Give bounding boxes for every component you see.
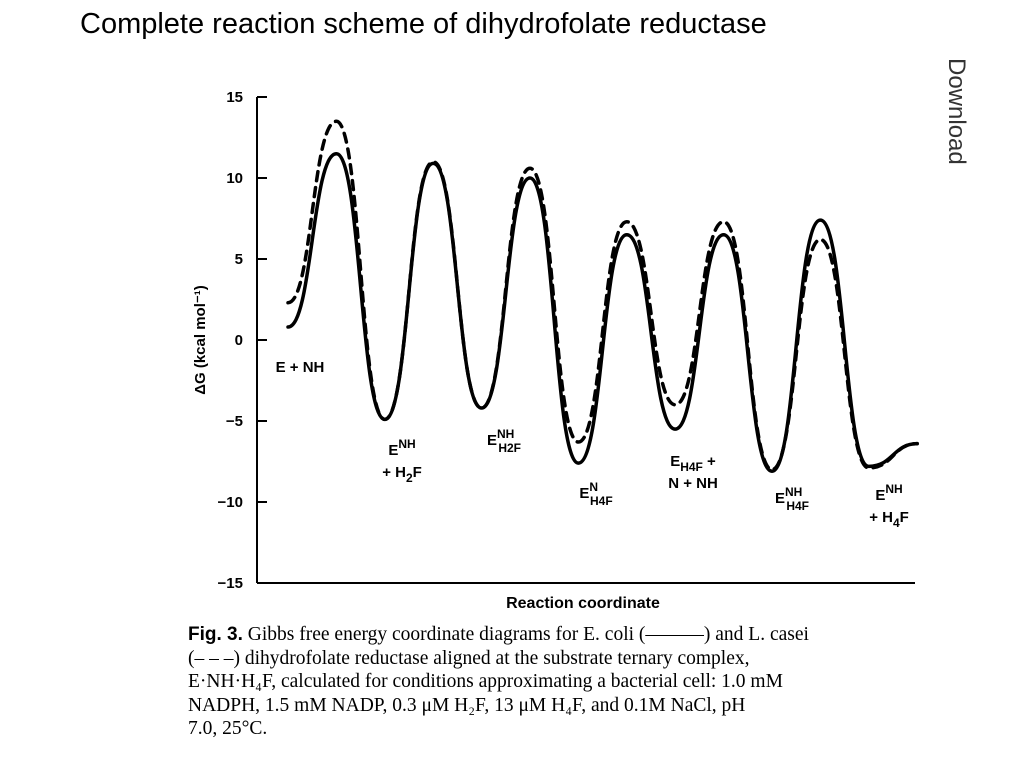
- y-tick-label: −15: [218, 575, 243, 592]
- caption-text: Gibbs free energy coordinate diagrams fo…: [188, 624, 809, 739]
- series-line-l-casei: [286, 119, 919, 472]
- state-label: ENH H4F: [775, 485, 809, 513]
- y-axis-label: ΔG (kcal mol⁻¹): [192, 285, 209, 395]
- y-tick-label: 0: [235, 332, 243, 349]
- state-label: EH4F +: [670, 453, 716, 474]
- state-label: ENH H2F: [487, 427, 521, 455]
- caption-label: Fig. 3.: [188, 624, 243, 645]
- y-tick-label: 15: [226, 89, 243, 106]
- state-label: ENH: [875, 482, 902, 504]
- y-tick-label: −5: [226, 413, 243, 430]
- state-label: ENH: [388, 437, 415, 459]
- energy-diagram-chart: 15 10 5 0 −5 −10 −15 ΔG (kcal mol⁻¹) Reaction co…: [192, 89, 919, 612]
- state-label: E + NH: [276, 359, 325, 376]
- y-tick-label: −10: [218, 494, 243, 511]
- state-label: N + NH: [668, 475, 718, 492]
- series-line-e-coli: [286, 151, 919, 473]
- state-label: + H2F: [382, 464, 422, 485]
- state-label: EN H4F: [579, 480, 612, 508]
- y-tick-label: 10: [226, 170, 243, 187]
- state-label: + H4F: [869, 509, 909, 530]
- figure-caption: Fig. 3. Gibbs free energy coordinate dia…: [188, 623, 928, 741]
- x-axis-label: Reaction coordinate: [506, 595, 660, 612]
- slide-title: Complete reaction scheme of dihydrofolat…: [80, 8, 767, 40]
- y-tick-label: 5: [235, 251, 243, 268]
